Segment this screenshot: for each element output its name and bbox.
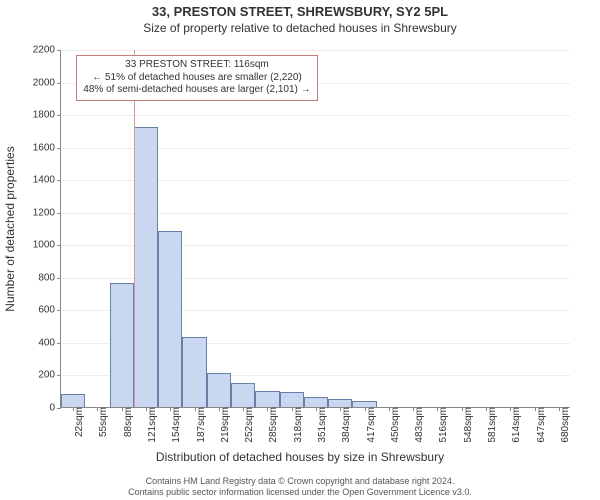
y-tick-label: 1800: [21, 110, 61, 121]
property-marker-line: [134, 50, 135, 407]
footer-line-2: Contains public sector information licen…: [0, 487, 600, 498]
x-tick-label: 450sqm: [386, 371, 401, 407]
y-axis-label: Number of detached properties: [3, 64, 17, 229]
annotation-line: 48% of semi-detached houses are larger (…: [83, 84, 310, 97]
title-block: 33, PRESTON STREET, SHREWSBURY, SY2 5PL …: [0, 0, 600, 35]
y-tick-label: 2200: [21, 45, 61, 56]
x-tick-label: 285sqm: [264, 371, 279, 407]
gridline: [61, 115, 570, 116]
annotation-line: ← 51% of detached houses are smaller (2,…: [83, 72, 310, 85]
y-tick-label: 200: [21, 370, 61, 381]
x-tick-label: 614sqm: [507, 371, 522, 407]
x-axis-label: Distribution of detached houses by size …: [0, 450, 600, 464]
y-tick-label: 1400: [21, 175, 61, 186]
x-tick-label: 252sqm: [240, 371, 255, 407]
y-tick-label: 400: [21, 337, 61, 348]
y-tick-label: 1000: [21, 240, 61, 251]
x-tick-label: 680sqm: [556, 371, 571, 407]
y-tick-label: 0: [21, 403, 61, 414]
gridline: [61, 50, 570, 51]
x-tick-label: 187sqm: [192, 371, 207, 407]
page-title: 33, PRESTON STREET, SHREWSBURY, SY2 5PL: [0, 4, 600, 19]
x-tick-label: 154sqm: [167, 371, 182, 407]
histogram-chart: 0200400600800100012001400160018002000220…: [60, 50, 570, 408]
x-tick-label: 384sqm: [337, 371, 352, 407]
x-tick-label: 417sqm: [362, 371, 377, 407]
x-tick-label: 647sqm: [532, 371, 547, 407]
footer-attribution: Contains HM Land Registry data © Crown c…: [0, 476, 600, 498]
x-tick-label: 581sqm: [483, 371, 498, 407]
x-tick-label: 88sqm: [119, 377, 134, 407]
y-tick-label: 1600: [21, 142, 61, 153]
y-tick-label: 800: [21, 272, 61, 283]
annotation-box: 33 PRESTON STREET: 116sqm← 51% of detach…: [76, 55, 317, 101]
x-tick-label: 483sqm: [410, 371, 425, 407]
plot-area: 0200400600800100012001400160018002000220…: [60, 50, 570, 408]
footer-line-1: Contains HM Land Registry data © Crown c…: [0, 476, 600, 487]
y-tick-label: 1200: [21, 207, 61, 218]
x-tick-label: 351sqm: [313, 371, 328, 407]
x-tick-label: 548sqm: [459, 371, 474, 407]
x-tick-label: 516sqm: [434, 371, 449, 407]
x-tick-label: 22sqm: [70, 377, 85, 407]
x-tick-label: 55sqm: [94, 377, 109, 407]
x-tick-label: 121sqm: [143, 371, 158, 407]
page-subtitle: Size of property relative to detached ho…: [0, 21, 600, 35]
annotation-line: 33 PRESTON STREET: 116sqm: [83, 59, 310, 72]
histogram-bar: [134, 127, 158, 407]
x-tick-label: 219sqm: [216, 371, 231, 407]
y-tick-label: 2000: [21, 77, 61, 88]
y-tick-label: 600: [21, 305, 61, 316]
x-tick-label: 318sqm: [289, 371, 304, 407]
